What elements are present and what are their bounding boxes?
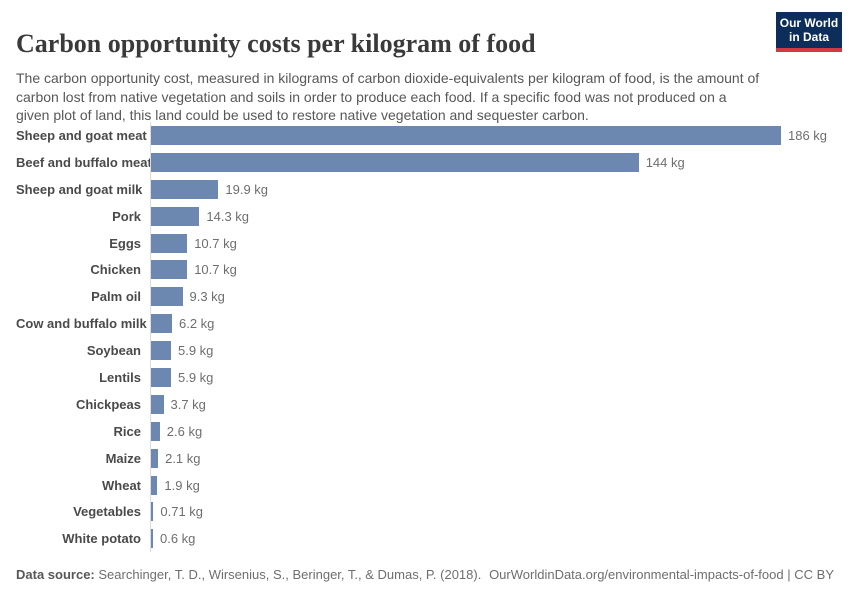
value-label: 19.9 kg: [225, 181, 269, 197]
chart-row: Chicken 10.7 kg: [16, 256, 834, 284]
bar-track: 144 kg: [150, 148, 834, 176]
bar[interactable]: [151, 179, 219, 199]
data-source-label: Data source:: [16, 567, 95, 582]
category-label: Chickpeas: [75, 396, 141, 412]
value-label: 14.3 kg: [206, 208, 250, 224]
category-label: Soybean: [86, 343, 141, 359]
footer-separator: |: [787, 567, 791, 582]
chart-row: Cow and buffalo milk 6.2 kg: [16, 310, 834, 338]
chart-subtitle: The carbon opportunity cost, measured in…: [16, 70, 760, 123]
owid-logo-line1: Our World: [779, 16, 839, 30]
bar-track: 3.7 kg: [150, 390, 834, 418]
chart-row: Lentils 5.9 kg: [16, 364, 834, 391]
chart-row: Soybean 5.9 kg: [16, 337, 834, 365]
bar[interactable]: [151, 367, 171, 387]
bar-track: 10.7 kg: [150, 256, 834, 284]
value-label: 186 kg: [788, 127, 828, 143]
bar-track: 6.2 kg: [150, 310, 834, 338]
value-label: 5.9 kg: [178, 343, 214, 359]
bar[interactable]: [151, 125, 781, 145]
value-label: 6.2 kg: [179, 316, 215, 332]
owid-logo: Our World in Data: [776, 12, 842, 52]
footer-license: CC BY: [794, 567, 834, 582]
bar-chart: Sheep and goat meat 186 kg Beef and buffal…: [16, 122, 834, 553]
bar-track: 9.3 kg: [150, 283, 834, 311]
chart-row: Maize 2.1 kg: [16, 444, 834, 472]
value-label: 3.7 kg: [170, 396, 206, 412]
footer-url-link[interactable]: OurWorldinData.org/environmental-impacts…: [489, 567, 784, 582]
bar-track: 1.9 kg: [150, 471, 834, 499]
bar-track: 10.7 kg: [150, 229, 834, 257]
category-label: Rice: [113, 423, 141, 439]
owid-logo-text: Our World in Data: [776, 12, 842, 48]
chart-row: Palm oil 9.3 kg: [16, 283, 834, 311]
bar-track: 2.1 kg: [150, 444, 834, 472]
chart-footer: Data source: Searchinger, T. D., Wirseni…: [16, 566, 834, 583]
chart-row: Pork 14.3 kg: [16, 202, 834, 230]
bar[interactable]: [151, 421, 160, 441]
chart-rows: Sheep and goat meat 186 kg Beef and buffal…: [16, 122, 834, 553]
category-label: Beef and buffalo meat: [16, 154, 152, 170]
chart-row: White potato 0.6 kg: [16, 525, 834, 553]
category-label: Sheep and goat meat: [16, 127, 147, 143]
footer-attribution: OurWorldinData.org/environmental-impacts…: [489, 566, 834, 583]
bar-track: 186 kg: [150, 122, 834, 149]
bar[interactable]: [151, 475, 158, 495]
category-label: Chicken: [90, 262, 141, 278]
category-label: Cow and buffalo milk: [16, 316, 147, 332]
category-label: Lentils: [99, 369, 141, 385]
value-label: 2.6 kg: [166, 423, 203, 439]
category-label: Palm oil: [91, 289, 141, 305]
value-label: 5.9 kg: [178, 369, 214, 385]
bar[interactable]: [151, 502, 154, 522]
owid-logo-red-bar: [776, 48, 842, 52]
category-label: Maize: [105, 450, 141, 466]
chart-row: Beef and buffalo meat 144 kg: [16, 148, 834, 176]
chart-row: Eggs 10.7 kg: [16, 229, 834, 257]
bar-track: 5.9 kg: [150, 364, 834, 391]
bar-track: 0.71 kg: [150, 498, 834, 526]
value-label: 10.7 kg: [194, 262, 237, 278]
category-label: Sheep and goat milk: [16, 181, 143, 197]
bar[interactable]: [151, 260, 188, 280]
bar[interactable]: [151, 314, 172, 334]
bar[interactable]: [151, 233, 188, 253]
chart-row: Sheep and goat meat 186 kg: [16, 122, 834, 149]
bar-track: 2.6 kg: [150, 417, 834, 445]
value-label: 1.9 kg: [164, 477, 200, 493]
category-label: Eggs: [109, 235, 141, 251]
bar[interactable]: [151, 529, 153, 549]
bar[interactable]: [151, 152, 639, 172]
bar-track: 5.9 kg: [150, 337, 834, 365]
value-label: 0.6 kg: [160, 531, 196, 547]
value-label: 9.3 kg: [189, 289, 225, 305]
bar-track: 19.9 kg: [150, 175, 834, 203]
chart-row: Vegetables 0.71 kg: [16, 498, 834, 526]
category-label: Wheat: [102, 477, 141, 493]
value-label: 10.7 kg: [194, 235, 237, 251]
bar[interactable]: [151, 206, 200, 226]
category-label: Pork: [112, 208, 141, 224]
category-label: White potato: [62, 531, 141, 547]
value-label: 0.71 kg: [160, 504, 204, 520]
chart-row: Sheep and goat milk 19.9 kg: [16, 175, 834, 203]
value-label: 2.1 kg: [165, 450, 201, 466]
bar-track: 0.6 kg: [150, 525, 834, 553]
bar[interactable]: [151, 341, 171, 361]
category-label: Vegetables: [73, 504, 141, 520]
bar-track: 14.3 kg: [150, 202, 834, 230]
owid-logo-line2: in Data: [788, 30, 829, 44]
chart-row: Wheat 1.9 kg: [16, 471, 834, 499]
chart-row: Rice 2.6 kg: [16, 417, 834, 445]
bar[interactable]: [151, 394, 164, 414]
page-title: Carbon opportunity costs per kilogram of…: [16, 29, 536, 59]
data-source-text: Searchinger, T. D., Wirsenius, S., Berin…: [98, 567, 482, 582]
chart-row: Chickpeas 3.7 kg: [16, 390, 834, 418]
bar[interactable]: [151, 448, 159, 468]
value-label: 144 kg: [645, 154, 685, 170]
bar[interactable]: [151, 287, 183, 307]
data-source: Data source: Searchinger, T. D., Wirseni…: [16, 566, 481, 583]
